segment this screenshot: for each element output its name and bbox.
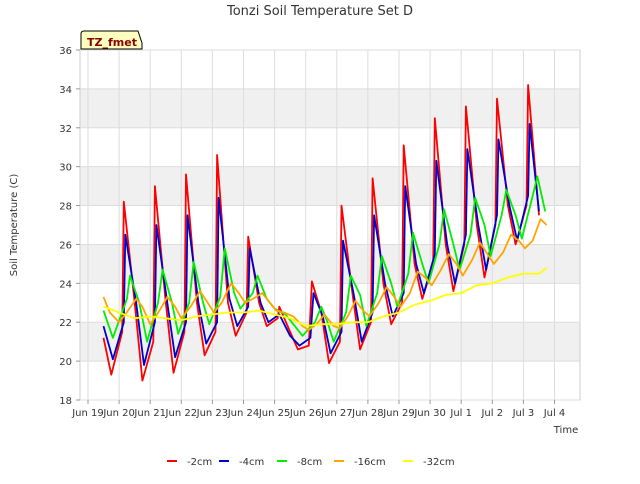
y-axis: 18 20 22 24 26 28 30 32 34 36 <box>59 46 80 407</box>
legend-label: -8cm <box>297 457 322 468</box>
legend-label: -4cm <box>239 457 264 468</box>
x-tick-label: Jun 21 <box>133 408 166 419</box>
x-tick-label: Jun 23 <box>196 408 229 419</box>
chart-title: Tonzi Soil Temperature Set D <box>226 4 413 19</box>
legend-label: -32cm <box>423 457 455 468</box>
series-lines <box>102 84 548 382</box>
y-tick-label: 28 <box>59 202 72 213</box>
x-tick-label: Jun 26 <box>289 408 322 419</box>
series-line-4 <box>102 218 548 331</box>
x-tick-label: Jun 25 <box>258 408 291 419</box>
y-tick-label: 30 <box>59 163 72 174</box>
y-tick-label: 36 <box>59 46 72 57</box>
x-axis-label: Time <box>553 425 578 436</box>
site-badge-label: TZ_fmet <box>87 36 137 49</box>
y-tick-label: 32 <box>59 124 72 135</box>
site-badge: TZ_fmet <box>80 30 143 50</box>
legend: -2cm -4cm -8cm -16cm -32cm <box>167 457 455 468</box>
x-tick-label: Jun 29 <box>382 408 415 419</box>
legend-label: -16cm <box>354 457 386 468</box>
x-tick-label: Jul 4 <box>543 408 566 419</box>
y-tick-label: 18 <box>59 396 72 407</box>
x-tick-label: Jun 27 <box>320 408 353 419</box>
series-line-5 <box>103 267 548 327</box>
x-tick-label: Jul 3 <box>512 408 535 419</box>
y-axis-label: Soil Temperature (C) <box>9 174 20 277</box>
series-line-2 <box>102 123 540 366</box>
series-line-3 <box>102 175 547 343</box>
grid-lines <box>80 49 580 401</box>
y-tick-label: 24 <box>59 279 72 290</box>
x-tick-label: Jun 24 <box>227 408 260 419</box>
x-tick-label: Jun 20 <box>102 408 135 419</box>
y-tick-label: 20 <box>59 357 72 368</box>
x-axis: Jun 19 Jun 20 Jun 21 Jun 22 Jun 23 Jun 24 Jun … <box>71 400 565 419</box>
legend-label: -2cm <box>187 457 212 468</box>
x-tick-label: Jun 30 <box>413 408 446 419</box>
x-tick-label: Jun 19 <box>71 408 104 419</box>
y-tick-label: 22 <box>59 318 72 329</box>
x-tick-label: Jun 22 <box>165 408 198 419</box>
y-tick-label: 26 <box>59 240 72 251</box>
site-badge-box <box>80 30 143 50</box>
plot-band <box>80 88 580 128</box>
x-tick-label: Jul 2 <box>480 408 503 419</box>
x-tick-label: Jul 1 <box>449 408 472 419</box>
x-tick-label: Jun 28 <box>351 408 384 419</box>
y-tick-label: 34 <box>59 85 72 96</box>
